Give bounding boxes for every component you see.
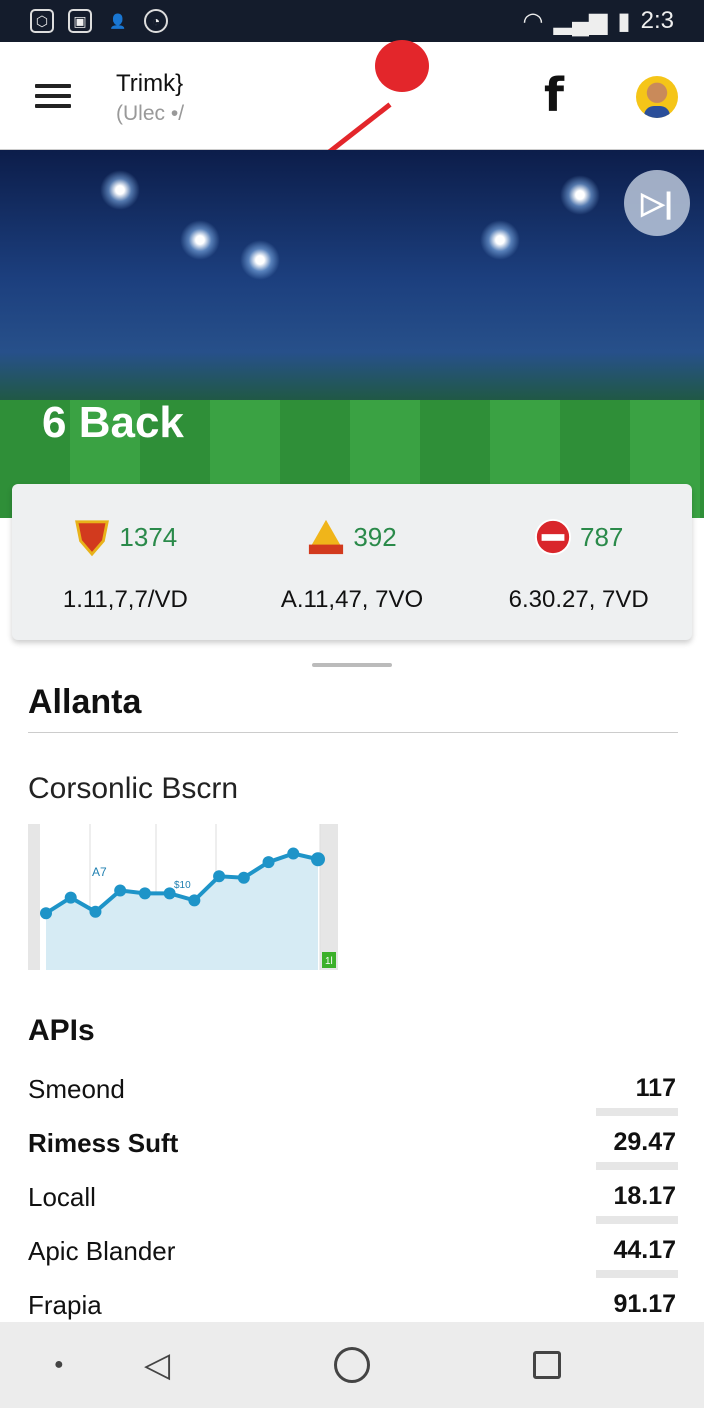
team-score[interactable]: 787 6.30.27, 7VD	[465, 484, 692, 640]
team-score[interactable]: 1374 1.11,7,7/VD	[12, 484, 239, 640]
api-row[interactable]: Rimess Suft 29.47	[28, 1128, 678, 1170]
divider	[28, 732, 678, 733]
score-line: 1.11,7,7/VD	[62, 586, 188, 613]
api-value: 117	[596, 1074, 678, 1116]
hero-banner: 6 Back ▷|	[0, 150, 704, 518]
api-label: Smeond	[28, 1074, 125, 1104]
section-title: Allanta	[28, 683, 142, 721]
chart-badge-label: 1l	[325, 956, 333, 967]
back-icon[interactable]: ◁	[144, 1346, 171, 1384]
clock-icon: ◔	[144, 9, 168, 33]
app-icon: ▣	[68, 9, 92, 33]
app-bar: Trimk} (Ulec •/ f	[0, 40, 704, 162]
chart-point	[287, 847, 300, 860]
line-chart: A7 $10 1l	[28, 824, 338, 970]
person-icon: 👤	[109, 12, 127, 29]
shield-crest-icon	[75, 520, 110, 557]
wifi-icon: ◠	[522, 7, 544, 35]
signal-icon: ▂▄▆	[553, 7, 608, 35]
api-label: Apic Blander	[28, 1236, 176, 1266]
app-subtitle: (Ulec •/	[116, 102, 185, 125]
chart-point	[64, 891, 77, 904]
api-value: 44.17	[596, 1236, 678, 1278]
back-button[interactable]: 6 Back	[42, 398, 184, 447]
menu-icon[interactable]	[35, 84, 71, 114]
home-icon[interactable]	[334, 1347, 370, 1383]
recents-icon[interactable]	[533, 1351, 561, 1379]
chart-point	[213, 870, 226, 883]
api-value: 18.17	[596, 1182, 678, 1224]
chart-point	[311, 852, 325, 867]
score-count: 1374	[119, 521, 178, 552]
chart-point	[163, 887, 176, 900]
score-line: 6.30.27, 7VD	[508, 586, 649, 613]
chart-point	[262, 856, 275, 869]
chart-point	[40, 907, 52, 920]
shield-icon: ⬡	[30, 9, 54, 33]
api-label: Rimess Suft	[28, 1128, 179, 1158]
api-value: 29.47	[596, 1128, 678, 1170]
chart-point	[89, 905, 102, 918]
chart-point	[114, 884, 127, 897]
chart-point	[188, 894, 201, 907]
api-label: Locall	[28, 1182, 96, 1212]
apis-title: APIs	[28, 1014, 95, 1047]
chart-title: Corsonlic Bscrn	[28, 772, 239, 805]
chart-badge	[322, 952, 336, 968]
chart-annotation: $10	[174, 880, 191, 891]
score-count: 787	[579, 521, 624, 552]
api-label: Frapia	[28, 1290, 102, 1320]
navigation-bar: ● ◁	[0, 1322, 704, 1408]
chart-point	[138, 887, 151, 900]
team-score[interactable]: 392 A.11,47, 7VO	[239, 484, 466, 640]
score-count: 392	[353, 521, 397, 552]
avatar[interactable]	[636, 76, 678, 118]
api-row[interactable]: Apic Blander 44.17	[28, 1236, 678, 1278]
triangle-crest-icon	[309, 519, 344, 555]
status-time: 2:3	[640, 7, 674, 34]
score-line: A.11,47, 7VO	[280, 586, 424, 613]
chart-area	[46, 853, 318, 970]
chart-annotation: A7	[92, 865, 107, 879]
skip-next-icon[interactable]: ▷|	[624, 170, 690, 236]
drag-handle[interactable]	[312, 663, 392, 667]
chart-point	[237, 871, 250, 884]
round-crest-icon	[534, 518, 572, 556]
dot-icon[interactable]: ●	[54, 1356, 64, 1373]
status-bar: ⬡ ▣ 👤 ◔ ◠ ▂▄▆ ▮ 2:3	[0, 0, 704, 42]
facebook-icon[interactable]: f	[544, 68, 565, 122]
battery-icon: ▮	[617, 7, 631, 35]
pin-icon[interactable]	[375, 40, 429, 92]
api-row[interactable]: Smeond 117	[28, 1074, 678, 1116]
score-card: 1374 1.11,7,7/VD 392 A.11,47, 7VO 787 6.…	[12, 484, 692, 640]
api-row[interactable]: Locall 18.17	[28, 1182, 678, 1224]
app-title: Trimk}	[116, 70, 184, 97]
